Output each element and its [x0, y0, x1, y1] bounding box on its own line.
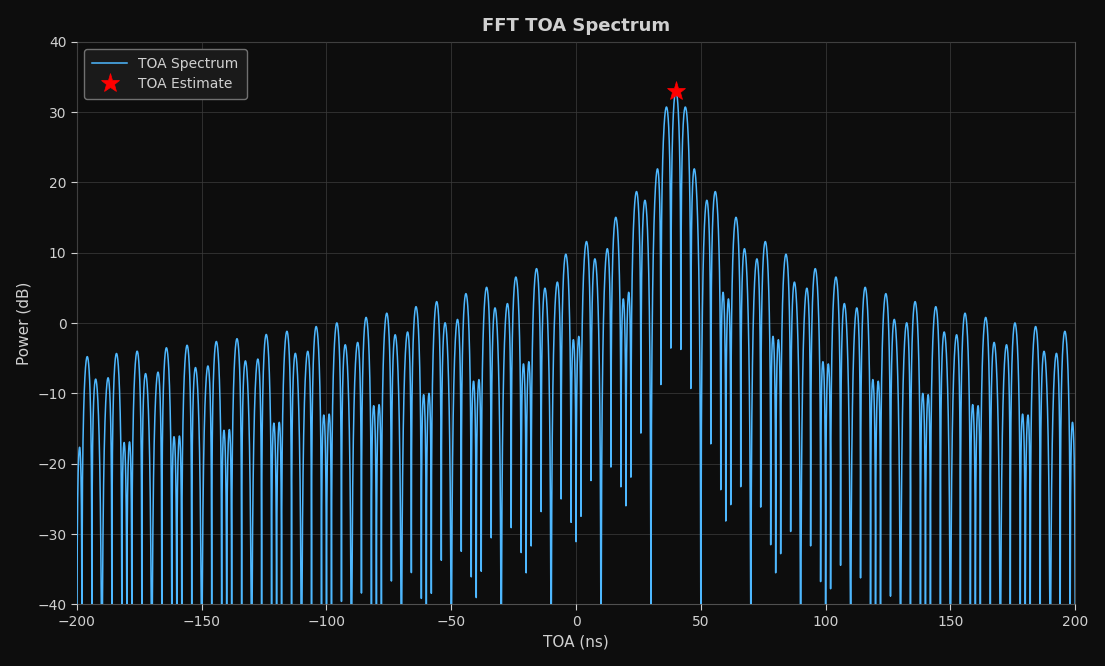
Line: TOA Spectrum: TOA Spectrum	[77, 91, 1075, 611]
TOA Spectrum	[810, 278, 823, 286]
X-axis label: TOA (ns): TOA (ns)	[544, 634, 609, 649]
TOA Spectrum	[864, 500, 877, 507]
TOA Spectrum	[71, 607, 84, 615]
TOA Spectrum	[661, 108, 674, 116]
TOA Spectrum	[120, 555, 134, 563]
TOA Spectrum	[432, 308, 445, 316]
Y-axis label: Power (dB): Power (dB)	[17, 281, 32, 365]
Legend: TOA Spectrum, TOA Estimate: TOA Spectrum, TOA Estimate	[84, 49, 246, 99]
Title: FFT TOA Spectrum: FFT TOA Spectrum	[482, 17, 670, 35]
TOA Spectrum	[705, 300, 718, 308]
TOA Spectrum	[670, 87, 683, 95]
TOA Spectrum	[1069, 607, 1082, 615]
